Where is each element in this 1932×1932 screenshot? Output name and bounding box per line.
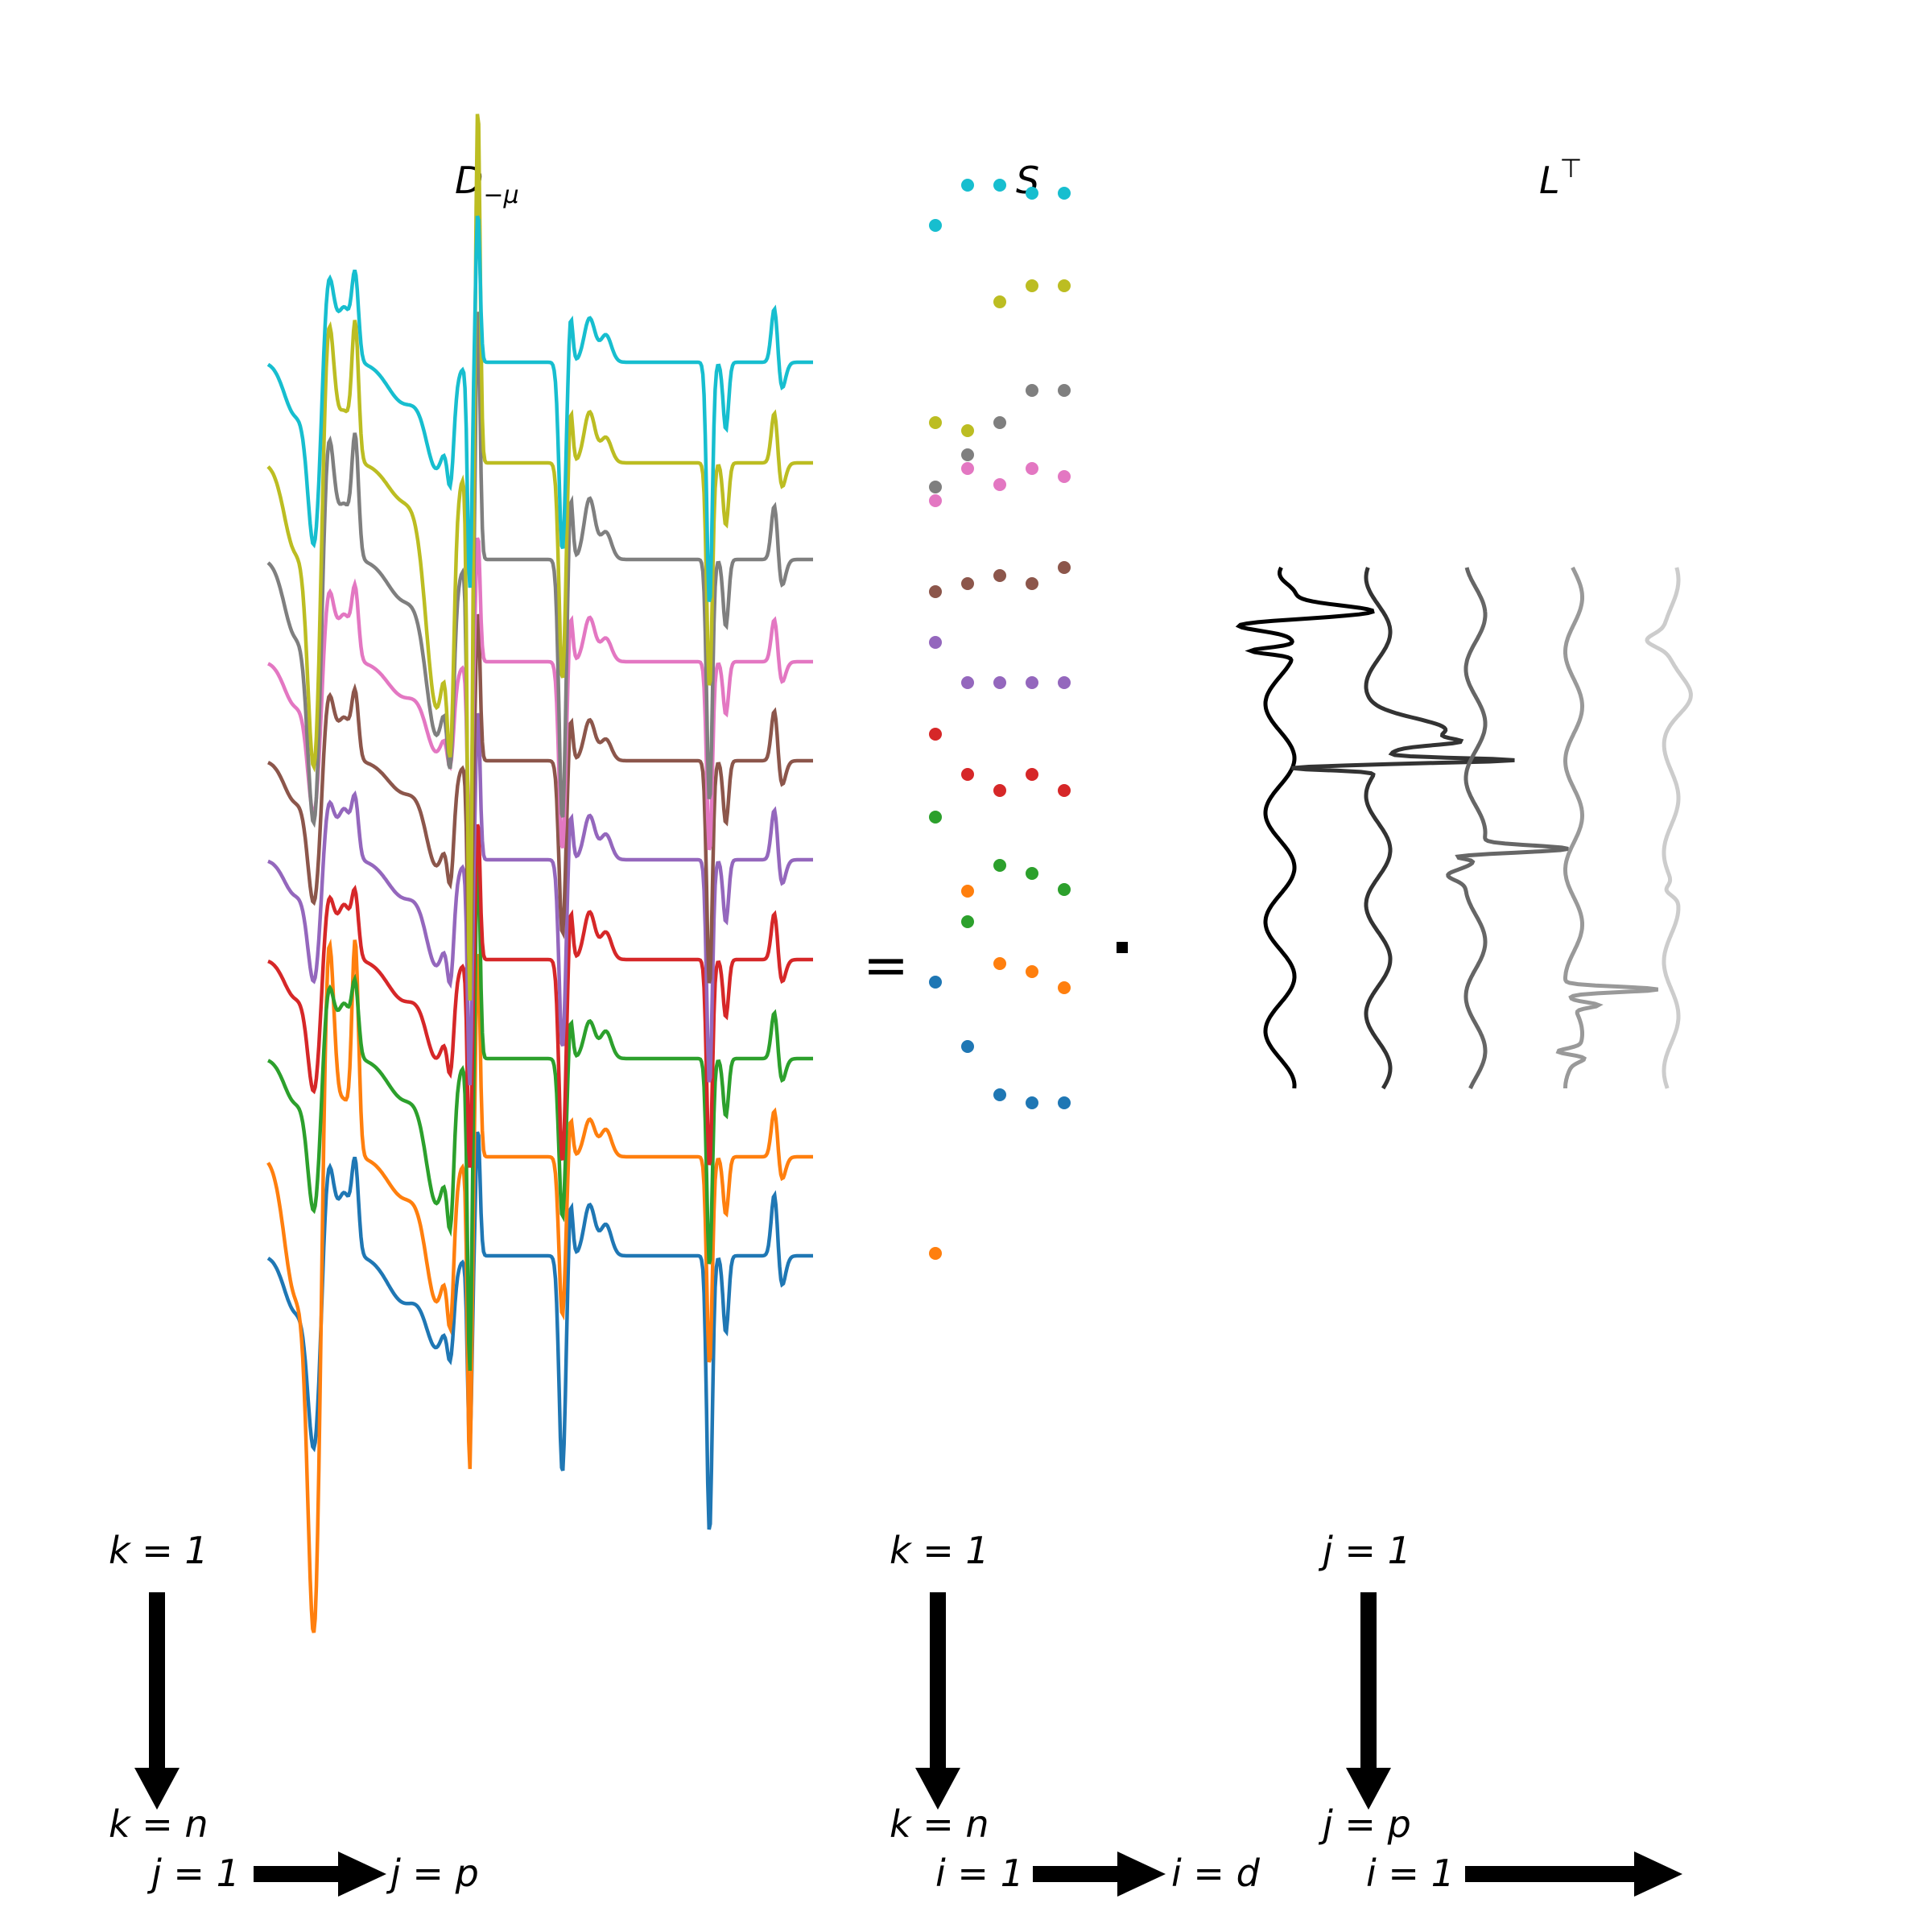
label-k-start-mid: k = 1 bbox=[890, 1529, 989, 1572]
score-dot-k5-i3 bbox=[993, 676, 1006, 689]
label-j-start-right: j = 1 bbox=[1318, 1529, 1411, 1572]
score-dot-k6-i1 bbox=[929, 585, 942, 598]
score-dot-k7-i2 bbox=[961, 462, 974, 475]
data-curve-6 bbox=[267, 613, 813, 987]
score-dot-k9-i4 bbox=[1026, 279, 1038, 292]
score-dot-k6-i3 bbox=[993, 569, 1006, 582]
header-l-base: L bbox=[1539, 159, 1560, 202]
score-dot-k6-i4 bbox=[1026, 577, 1038, 590]
score-dot-k7-i4 bbox=[1026, 462, 1038, 475]
score-dot-k5-i1 bbox=[929, 636, 942, 649]
loading-curve-1 bbox=[1235, 566, 1375, 1089]
score-dot-k9-i1 bbox=[929, 416, 942, 429]
label-j-end-bottom: j = p bbox=[386, 1852, 479, 1895]
label-j-end-right: j = p bbox=[1318, 1802, 1411, 1846]
score-dot-k4-i2 bbox=[961, 768, 974, 781]
header-d-sub: −μ bbox=[483, 181, 518, 209]
score-dot-k6-i5 bbox=[1058, 561, 1071, 574]
header-d-centered: D−μ bbox=[455, 159, 519, 209]
score-dot-k5-i2 bbox=[961, 676, 974, 689]
arrow-down-right bbox=[1346, 1592, 1391, 1810]
score-dot-k10-i1 bbox=[929, 219, 942, 232]
score-dot-k2-i1 bbox=[929, 1247, 942, 1260]
score-dot-k7-i3 bbox=[993, 478, 1006, 491]
score-dot-k9-i2 bbox=[961, 424, 974, 437]
score-dot-k1-i4 bbox=[1026, 1096, 1038, 1109]
arrow-right-mid bbox=[1033, 1852, 1166, 1897]
score-dot-k8-i1 bbox=[929, 481, 942, 493]
score-dot-k10-i3 bbox=[993, 179, 1006, 192]
score-dot-k8-i4 bbox=[1026, 384, 1038, 397]
data-curve-4 bbox=[267, 824, 813, 1168]
loading-curve-5 bbox=[1645, 567, 1693, 1089]
score-dot-k8-i3 bbox=[993, 416, 1006, 429]
loading-curves bbox=[1235, 566, 1693, 1090]
equals-sign: = bbox=[863, 934, 909, 997]
loading-curve-4 bbox=[1555, 566, 1659, 1088]
data-curve-10 bbox=[266, 215, 813, 602]
data-curve-5 bbox=[267, 712, 813, 1086]
data-curve-1 bbox=[266, 1131, 813, 1530]
score-dot-k2-i4 bbox=[1026, 965, 1038, 978]
arrow-right-bottom-left bbox=[254, 1852, 386, 1897]
score-dot-k6-i2 bbox=[961, 577, 974, 590]
data-curve-2 bbox=[266, 938, 813, 1633]
score-dot-k10-i4 bbox=[1026, 187, 1038, 200]
score-dot-k3-i1 bbox=[929, 811, 942, 824]
dot-operator bbox=[1117, 942, 1128, 953]
label-k-end-left: k = n bbox=[109, 1802, 208, 1846]
header-l-transpose: L⊤ bbox=[1539, 153, 1583, 202]
score-dot-k10-i2 bbox=[961, 179, 974, 192]
loading-curve-2 bbox=[1291, 567, 1515, 1090]
score-dot-k1-i2 bbox=[961, 1040, 974, 1053]
arrow-down-mid bbox=[915, 1592, 960, 1810]
label-j-start-bottom: j = 1 bbox=[147, 1852, 240, 1895]
data-curve-9 bbox=[266, 114, 813, 1001]
score-dot-k8-i5 bbox=[1058, 384, 1071, 397]
score-dot-k3-i5 bbox=[1058, 883, 1071, 896]
score-dot-k2-i3 bbox=[993, 957, 1006, 970]
score-dot-k4-i1 bbox=[929, 728, 942, 741]
label-i-start-right: i = 1 bbox=[1366, 1852, 1455, 1895]
header-l-sup: ⊤ bbox=[1560, 153, 1583, 184]
score-dot-k10-i5 bbox=[1058, 187, 1071, 200]
score-dot-k4-i4 bbox=[1026, 768, 1038, 781]
loading-curve-3 bbox=[1446, 567, 1569, 1090]
data-curve-7 bbox=[267, 537, 813, 853]
score-dot-k7-i1 bbox=[929, 494, 942, 507]
score-matrix-dots bbox=[929, 179, 1071, 1260]
score-dot-k5-i4 bbox=[1026, 676, 1038, 689]
label-k-start-left: k = 1 bbox=[109, 1529, 208, 1572]
label-i-end-mid: i = d bbox=[1171, 1852, 1261, 1895]
score-dot-k7-i5 bbox=[1058, 470, 1071, 483]
score-dot-k9-i5 bbox=[1058, 279, 1071, 292]
centered-data-curves bbox=[266, 114, 813, 1633]
arrow-down-left bbox=[134, 1592, 180, 1810]
score-dot-k1-i5 bbox=[1058, 1096, 1071, 1109]
score-dot-k1-i1 bbox=[929, 976, 942, 989]
score-dot-k9-i3 bbox=[993, 295, 1006, 308]
score-dot-k4-i3 bbox=[993, 784, 1006, 797]
label-i-start-mid: i = 1 bbox=[935, 1852, 1024, 1895]
score-dot-k4-i5 bbox=[1058, 784, 1071, 797]
label-k-end-mid: k = n bbox=[890, 1802, 989, 1846]
score-dot-k2-i5 bbox=[1058, 981, 1071, 994]
score-dot-k5-i5 bbox=[1058, 676, 1071, 689]
score-dot-k2-i2 bbox=[961, 885, 974, 898]
data-curve-8 bbox=[266, 312, 813, 941]
score-dot-k8-i2 bbox=[961, 448, 974, 461]
score-dot-k3-i2 bbox=[961, 915, 974, 928]
score-dot-k3-i4 bbox=[1026, 867, 1038, 880]
score-dot-k3-i3 bbox=[993, 859, 1006, 872]
data-curve-3 bbox=[267, 855, 813, 1371]
arrow-right-right bbox=[1465, 1852, 1682, 1897]
score-dot-k1-i3 bbox=[993, 1088, 1006, 1101]
